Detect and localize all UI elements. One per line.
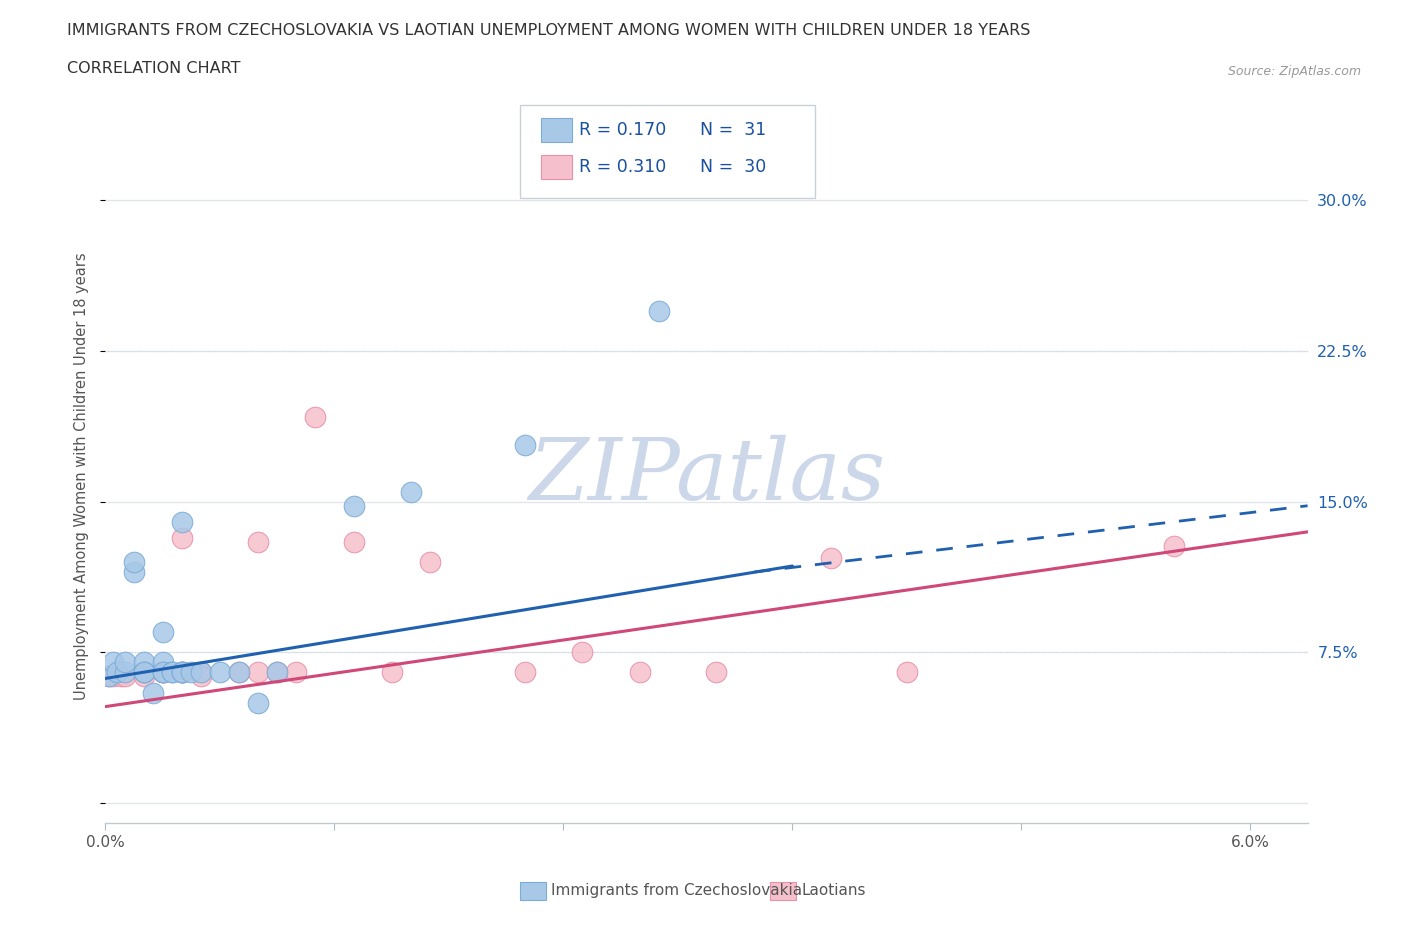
Point bbox=[152, 655, 174, 670]
Point bbox=[304, 410, 326, 425]
Point bbox=[190, 665, 212, 680]
Point bbox=[132, 669, 155, 684]
Point bbox=[152, 665, 174, 680]
Text: N =  31: N = 31 bbox=[700, 121, 766, 140]
Point bbox=[571, 644, 593, 659]
Point bbox=[114, 669, 136, 684]
Point bbox=[132, 655, 155, 670]
Text: CORRELATION CHART: CORRELATION CHART bbox=[67, 61, 240, 76]
Point bbox=[170, 665, 193, 680]
Point bbox=[342, 498, 364, 513]
Point bbox=[152, 665, 174, 680]
Point bbox=[342, 535, 364, 550]
Point bbox=[132, 665, 155, 680]
Point bbox=[515, 438, 537, 453]
Point bbox=[122, 554, 145, 569]
Point bbox=[170, 665, 193, 680]
Point bbox=[228, 665, 250, 680]
Point bbox=[170, 665, 193, 680]
Point bbox=[114, 655, 136, 670]
Point bbox=[98, 669, 121, 684]
Point bbox=[208, 665, 231, 680]
Point bbox=[399, 485, 422, 499]
Point bbox=[1163, 538, 1185, 553]
Point bbox=[170, 665, 193, 680]
Point bbox=[180, 665, 202, 680]
Point bbox=[105, 665, 128, 680]
Point bbox=[896, 665, 918, 680]
Text: R = 0.310: R = 0.310 bbox=[579, 158, 666, 177]
Point bbox=[170, 514, 193, 529]
Point bbox=[820, 551, 842, 565]
Text: Laotians: Laotians bbox=[801, 884, 866, 898]
Point bbox=[247, 665, 270, 680]
Point bbox=[381, 665, 404, 680]
Point bbox=[190, 665, 212, 680]
Point bbox=[162, 665, 183, 680]
Y-axis label: Unemployment Among Women with Children Under 18 years: Unemployment Among Women with Children U… bbox=[73, 253, 89, 700]
Point bbox=[170, 665, 193, 680]
Text: Source: ZipAtlas.com: Source: ZipAtlas.com bbox=[1227, 65, 1361, 78]
Point bbox=[152, 665, 174, 680]
Point bbox=[142, 685, 165, 700]
Text: N =  30: N = 30 bbox=[700, 158, 766, 177]
Text: R = 0.170: R = 0.170 bbox=[579, 121, 666, 140]
Point bbox=[419, 554, 441, 569]
Point bbox=[247, 695, 270, 710]
Point bbox=[132, 665, 155, 680]
Point bbox=[704, 665, 727, 680]
Point bbox=[190, 669, 212, 684]
Point bbox=[285, 665, 308, 680]
Point bbox=[266, 665, 288, 680]
Point bbox=[628, 665, 651, 680]
Point bbox=[101, 669, 124, 684]
Point bbox=[132, 665, 155, 680]
Point bbox=[152, 625, 174, 640]
Point bbox=[648, 303, 671, 318]
Point bbox=[228, 665, 250, 680]
Point bbox=[152, 665, 174, 680]
Point bbox=[110, 669, 132, 684]
Point bbox=[122, 565, 145, 579]
Point bbox=[98, 669, 121, 684]
Point bbox=[247, 535, 270, 550]
Point bbox=[152, 665, 174, 680]
Text: ZIPatlas: ZIPatlas bbox=[527, 435, 886, 518]
Point bbox=[114, 665, 136, 680]
Point bbox=[515, 665, 537, 680]
Point bbox=[266, 665, 288, 680]
Text: Immigrants from Czechoslovakia: Immigrants from Czechoslovakia bbox=[551, 884, 803, 898]
Point bbox=[162, 665, 183, 680]
Point bbox=[101, 655, 124, 670]
Point bbox=[170, 530, 193, 545]
Text: IMMIGRANTS FROM CZECHOSLOVAKIA VS LAOTIAN UNEMPLOYMENT AMONG WOMEN WITH CHILDREN: IMMIGRANTS FROM CZECHOSLOVAKIA VS LAOTIA… bbox=[67, 23, 1031, 38]
